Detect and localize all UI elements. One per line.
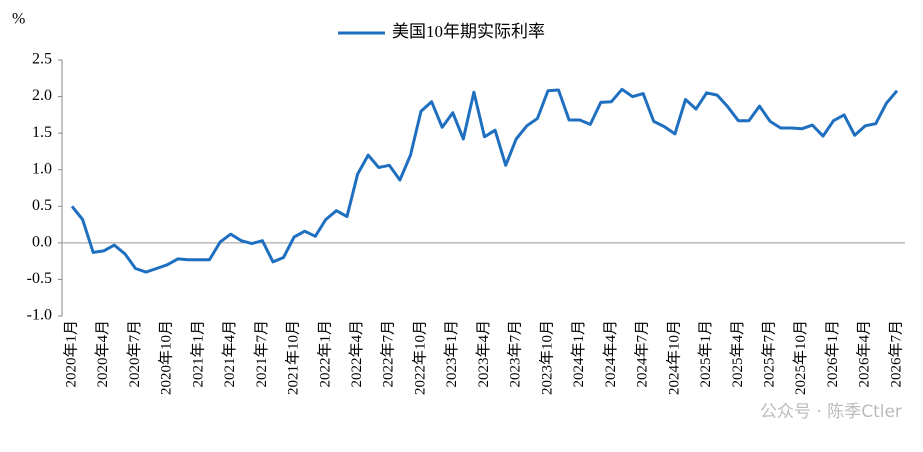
- x-tick-label: 2026年7月: [887, 320, 904, 388]
- y-tick-label: 1.0: [32, 160, 52, 177]
- x-tick-label: 2022年10月: [411, 320, 428, 395]
- y-tick-label: 2.5: [32, 51, 52, 68]
- x-tick-label: 2024年10月: [665, 320, 682, 395]
- y-tick-label: 0.5: [32, 197, 52, 214]
- x-tick-label: 2021年1月: [189, 320, 206, 388]
- x-tick-label: 2025年10月: [792, 320, 809, 395]
- x-tick-label: 2025年7月: [761, 320, 778, 388]
- x-tick-label: 2023年4月: [475, 320, 492, 388]
- x-tick-label: 2020年4月: [94, 320, 111, 388]
- legend-label: 美国10年期实际利率: [392, 22, 545, 41]
- x-tick-label: 2024年1月: [570, 320, 587, 388]
- x-tick-label: 2025年4月: [729, 320, 746, 388]
- x-tick-label: 2021年10月: [285, 320, 302, 395]
- x-tick-label: 2020年10月: [158, 320, 175, 395]
- x-tick-label: 2024年7月: [634, 320, 651, 388]
- x-tick-label: 2026年4月: [856, 320, 873, 388]
- x-tick-label: 2023年10月: [538, 320, 555, 395]
- y-tick-label: 2.0: [32, 87, 52, 104]
- x-tick-label: 2025年1月: [697, 320, 714, 388]
- x-tick-label: 2022年7月: [380, 320, 397, 388]
- x-tick-label: 2021年4月: [221, 320, 238, 388]
- y-axis-label: %: [12, 11, 25, 28]
- x-tick-label: 2023年7月: [507, 320, 524, 388]
- y-tick-label: 1.5: [32, 124, 52, 141]
- y-tick-label: -1.0: [27, 307, 52, 324]
- x-tick-label: 2020年7月: [126, 320, 143, 388]
- y-tick-label: 0.0: [32, 234, 52, 251]
- x-tick-label: 2023年1月: [443, 320, 460, 388]
- x-tick-label: 2021年7月: [253, 320, 270, 388]
- x-tick-label: 2020年1月: [62, 320, 79, 388]
- line-series: [70, 87, 899, 274]
- x-tick-label: 2024年4月: [602, 320, 619, 388]
- x-tick-label: 2022年4月: [348, 320, 365, 388]
- x-tick-label: 2026年1月: [824, 320, 841, 388]
- watermark: 公众号 · 陈季Ctler: [760, 402, 902, 422]
- y-tick-label: -0.5: [27, 270, 52, 287]
- x-tick-label: 2022年1月: [316, 320, 333, 388]
